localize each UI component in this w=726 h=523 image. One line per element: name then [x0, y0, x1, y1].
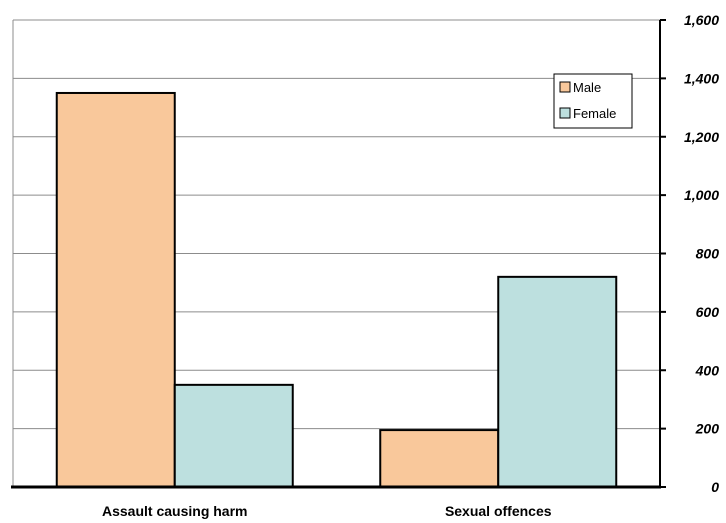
bar-male [379, 429, 500, 489]
category-labels: Assault causing harm Sexual offences [102, 503, 552, 519]
y-tick-label: 0 [711, 479, 719, 495]
y-tick-label: 800 [696, 246, 720, 262]
y-tick-label: 200 [695, 421, 720, 437]
legend-label-male: Male [573, 80, 601, 95]
category-label: Sexual offences [445, 503, 552, 519]
legend: Male Female [553, 73, 633, 129]
y-tick-label: 400 [695, 362, 720, 378]
y-tick-label: 1,000 [684, 187, 719, 203]
bar-female [497, 275, 618, 488]
y-tick-label: 1,600 [684, 12, 719, 28]
axes [11, 19, 666, 489]
y-tick-label: 600 [696, 304, 720, 320]
legend-swatch-male [559, 81, 571, 93]
bar-female [173, 383, 294, 488]
legend-swatch-female [559, 107, 571, 119]
bars [55, 91, 618, 489]
legend-label-female: Female [573, 106, 616, 121]
bar-male [55, 91, 176, 488]
y-tick-labels: 0 200 400 600 800 1,000 1,200 1,400 1,600 [684, 12, 719, 495]
category-label: Assault causing harm [102, 503, 248, 519]
y-tick-label: 1,400 [684, 70, 719, 86]
y-tick-label: 1,200 [684, 129, 719, 145]
